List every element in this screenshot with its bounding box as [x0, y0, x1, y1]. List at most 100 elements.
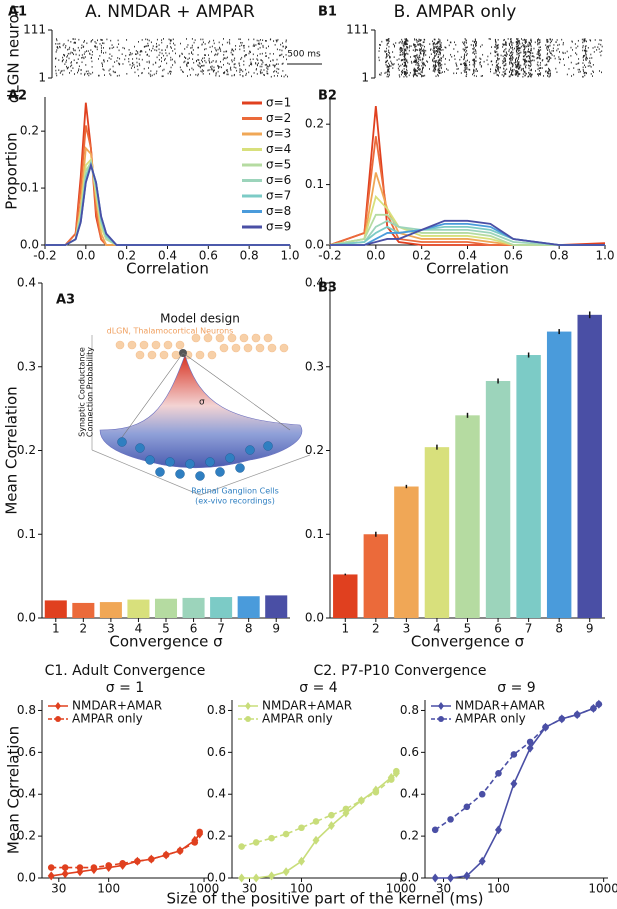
raster-dot: [497, 47, 499, 50]
raster-dot: [100, 39, 102, 41]
raster-dot: [523, 63, 525, 66]
raster-dot: [269, 38, 271, 41]
raster-dot: [379, 73, 381, 76]
raster-dot: [581, 38, 583, 41]
raster-dot: [434, 43, 436, 46]
raster-dot: [71, 61, 72, 63]
raster-dot: [244, 54, 246, 57]
raster-dot: [519, 73, 521, 75]
y-tick-label: 1: [361, 71, 369, 85]
raster-dot: [537, 73, 539, 75]
raster-dot: [170, 56, 172, 59]
raster-dot: [510, 54, 512, 57]
bar: [485, 380, 511, 618]
raster-dot: [141, 72, 143, 75]
raster-dot: [517, 58, 519, 60]
raster-dot: [388, 65, 390, 68]
raster-dot: [406, 43, 407, 46]
marker: [162, 851, 170, 859]
raster-dot: [275, 63, 277, 65]
y-tick-label: 0.4: [17, 276, 36, 290]
raster-dot: [551, 54, 553, 56]
raster-dot: [516, 73, 518, 76]
marker: [47, 864, 55, 871]
x-tick-label: 0.0: [76, 249, 95, 263]
raster-dot: [91, 66, 93, 68]
raster-dot: [71, 52, 73, 54]
raster-dot: [405, 62, 406, 65]
raster-dot: [532, 52, 534, 54]
raster-dot: [416, 41, 418, 44]
raster-dot: [510, 38, 511, 41]
raster-dot: [493, 72, 495, 75]
raster-dot: [594, 39, 596, 41]
raster-dot: [453, 48, 455, 50]
raster-dot: [524, 47, 526, 50]
raster-dot: [524, 58, 526, 61]
raster-dot: [162, 75, 164, 78]
raster-dot: [440, 49, 442, 52]
raster-dot: [255, 68, 257, 70]
raster-dot: [422, 66, 424, 69]
raster-dot: [455, 62, 457, 65]
raster-dot: [582, 44, 584, 47]
raster-dot: [512, 74, 514, 76]
x-tick-label: 0.4: [158, 249, 177, 263]
raster-dot: [503, 60, 505, 63]
raster-dot: [589, 62, 591, 64]
raster-dot: [136, 61, 138, 64]
raster-dot: [404, 64, 406, 67]
raster-dot: [251, 63, 253, 65]
x-tick-label: -0.2: [33, 249, 56, 263]
raster-dot: [551, 40, 552, 43]
bar: [44, 600, 67, 618]
raster-dot: [75, 42, 76, 44]
raster-dot: [433, 67, 435, 69]
raster-dot: [388, 54, 390, 56]
raster-dot: [483, 60, 485, 63]
raster-dot: [191, 46, 193, 49]
raster-dot: [505, 52, 507, 54]
raster-dot: [234, 63, 236, 65]
raster-dot: [433, 68, 435, 71]
marker: [342, 805, 350, 813]
raster-dot: [519, 43, 521, 45]
raster-dot: [413, 70, 415, 72]
raster-dot: [438, 38, 440, 40]
raster-dot: [202, 61, 203, 63]
raster-dot: [265, 55, 267, 57]
raster-dot: [488, 38, 490, 40]
raster-dot: [421, 61, 423, 64]
raster-dot: [184, 48, 186, 50]
raster-dot: [547, 72, 549, 75]
raster-dot: [420, 48, 422, 50]
raster-dot: [560, 58, 562, 61]
raster-dot: [417, 67, 419, 69]
raster-dot: [239, 74, 241, 76]
raster-dot: [179, 54, 181, 57]
raster-dot: [276, 67, 278, 70]
raster-dot: [239, 64, 241, 67]
raster-dot: [480, 58, 482, 60]
raster-dot: [219, 46, 221, 49]
raster-dot: [473, 45, 474, 47]
raster-dot: [421, 59, 423, 61]
raster-dot: [466, 49, 468, 52]
raster-dot: [250, 63, 251, 65]
raster-dot: [434, 65, 436, 67]
raster-dot: [215, 74, 217, 77]
raster-dot: [239, 69, 241, 72]
panel-label: A2: [8, 89, 27, 104]
raster-dot: [414, 50, 416, 53]
y-tick-label: 0.3: [305, 359, 324, 373]
raster-dot: [517, 61, 519, 63]
raster-dot: [235, 45, 237, 47]
raster-dot: [138, 58, 140, 60]
series-line: [241, 772, 397, 879]
raster-dot: [256, 73, 258, 75]
raster-dot: [252, 45, 254, 47]
raster-dot: [278, 68, 280, 71]
raster-dot: [573, 73, 575, 76]
raster-dot: [597, 46, 599, 48]
raster-dot: [208, 69, 210, 71]
